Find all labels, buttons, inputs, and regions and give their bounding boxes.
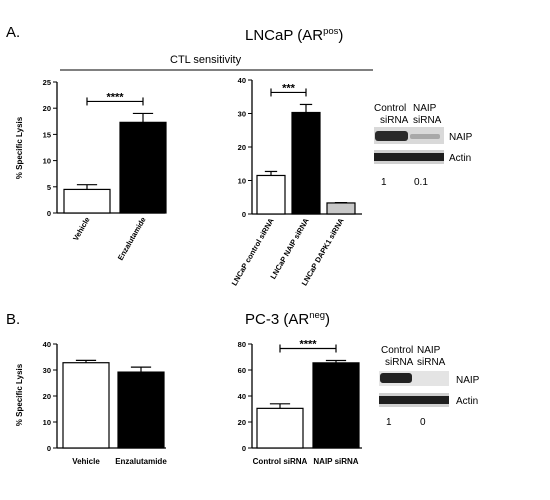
blot-b-header-naip-l1: NAIP [417,345,441,356]
blot-a-header-control-l2: siRNA [380,115,409,126]
blot-a-naip-band-knockdown [410,134,440,139]
b2-bar [312,362,360,449]
blot-a-header-control-l1: Control [374,103,406,114]
b1-category-label: Enzalutamide [115,457,167,466]
blot-b-actin-band [379,396,449,404]
a1-y-tick-label: 5 [47,183,51,192]
blot-a: Control siRNA NAIP siRNA NAIP Actin 1 0.1 [374,103,473,188]
blot-b: Control siRNA NAIP siRNA NAIP Actin 1 0 [379,345,480,428]
blot-b-header-control-l2: siRNA [385,357,414,368]
b1-y-tick-label: 40 [43,340,51,349]
b1-bar [117,371,165,449]
b2-y-tick-label: 0 [242,444,246,453]
b1-y-tick-label: 0 [47,444,51,453]
blot-a-naip-band-control [375,131,408,141]
blot-a-row-actin: Actin [449,153,471,164]
panel-b-title-sup: neg [309,310,325,321]
panel-a-letter: A. [6,24,20,41]
a1-y-axis-label: % Specific Lysis [15,116,24,179]
blot-a-actin-band [374,153,444,161]
a1-category-label: Enzalutamide [116,216,148,262]
b1-y-tick-label: 30 [43,366,51,375]
blot-b-naip-band-control [380,373,412,383]
b1-y-tick-label: 10 [43,418,51,427]
blot-b-header-naip: NAIP siRNA [417,345,446,368]
blot-a-header-naip: NAIP siRNA [413,103,442,126]
ctl-sensitivity-label: CTL sensitivity [170,54,242,66]
a1-bar [119,121,167,214]
blot-b-row-actin: Actin [456,396,478,407]
a2-y-tick-label: 20 [238,143,246,152]
b2-bar [256,407,304,449]
panel-a-title-close: ) [338,27,343,44]
a1-y-tick-label: 10 [43,157,51,166]
a2-bar [291,111,321,215]
panel-b-title-close: ) [325,311,330,328]
blot-b-header-naip-l2: siRNA [417,357,446,368]
a2-significance-label: *** [282,82,296,94]
blot-a-header-naip-l2: siRNA [413,115,442,126]
b1-bar [62,362,110,449]
b2-y-tick-label: 60 [238,366,246,375]
b1-y-tick-label: 20 [43,392,51,401]
blot-b-header-control-l1: Control [381,345,413,356]
a1-y-tick-label: 0 [47,209,51,218]
a1-bar [63,188,111,214]
blot-a-header-naip-l1: NAIP [413,103,437,114]
a1-y-tick-label: 20 [43,104,51,113]
b1-category-label: Vehicle [72,457,100,466]
panel-a-title-sup: pos [323,26,339,37]
a2-y-tick-label: 40 [238,76,246,85]
panel-b-title-main: PC-3 (AR [245,311,309,328]
blot-a-row-naip: NAIP [449,132,473,143]
blot-a-quant-naip: 0.1 [414,177,428,188]
panel-a-title: LNCaP (ARpos) [245,26,343,44]
b2-significance-label: **** [299,339,317,351]
a1-y-tick-label: 25 [43,78,51,87]
b1-y-axis-label: % Specific Lysis [15,363,24,426]
a1-significance-label: **** [106,91,124,103]
chart-b-left: 0 10 20 30 40 % Specific Lysis Vehicle Enzaluta… [15,340,167,466]
chart-a-left: 0 5 10 15 20 25 % Specific Lysis Vehicle Enzalut… [15,78,167,262]
blot-b-quant-naip: 0 [420,417,426,428]
a2-category-label: LNCaP NAIP siRNA [268,216,311,281]
a1-y-tick-label: 15 [43,130,51,139]
blot-b-header-control: Control siRNA [381,345,414,368]
a2-y-tick-label: 30 [238,110,246,119]
blot-b-row-naip: NAIP [456,375,480,386]
b2-y-tick-label: 40 [238,392,246,401]
panel-a-title-main: LNCaP (AR [245,27,323,44]
b2-y-tick-label: 20 [238,418,246,427]
a1-category-label: Vehicle [71,216,92,243]
a2-bar [256,174,286,215]
blot-a-header-control: Control siRNA [374,103,409,126]
a2-y-tick-label: 10 [238,177,246,186]
b2-category-label: Control siRNA [253,457,308,466]
b2-category-label: NAIP siRNA [313,457,358,466]
blot-a-quant-control: 1 [381,177,387,188]
panel-b-letter: B. [6,311,20,328]
panel-b-title: PC-3 (ARneg) [245,310,330,328]
a2-bar [326,202,356,215]
a2-y-tick-label: 0 [242,210,246,219]
chart-b-right: 0 20 40 60 80 Control siRNA NAIP siRNA **** [238,339,362,466]
blot-b-quant-control: 1 [386,417,392,428]
b2-y-tick-label: 80 [238,340,246,349]
